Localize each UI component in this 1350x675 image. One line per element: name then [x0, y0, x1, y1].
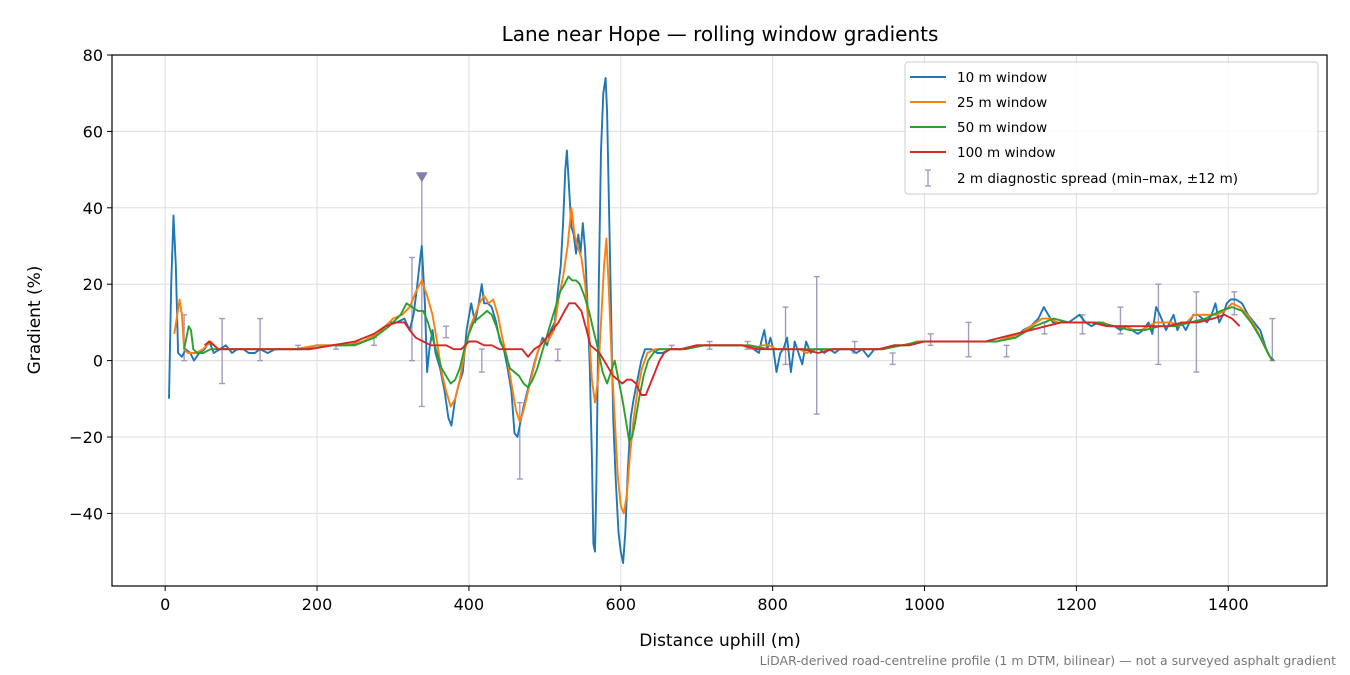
x-tick-label: 200: [302, 595, 333, 614]
series-line-3: [183, 275, 1274, 442]
y-tick-label: 80: [83, 46, 103, 65]
error-bar: [443, 325, 450, 339]
error-bar: [1193, 291, 1200, 373]
x-tick-label: 400: [454, 595, 485, 614]
error-bar: [965, 321, 972, 358]
y-tick-label: 0: [93, 352, 103, 371]
x-axis-label: Distance uphill (m): [639, 631, 800, 651]
y-tick-label: 20: [83, 275, 103, 294]
error-bar: [516, 401, 523, 480]
x-tick-label: 800: [757, 595, 788, 614]
y-tick-label: 40: [83, 199, 103, 218]
x-tick-label: 1400: [1208, 595, 1249, 614]
axis-ticks: 0 200 400 600 800 1000 1200 1400 −40 −20 0 20 40 60 80: [69, 46, 1248, 614]
legend: 10 m window 25 m window 50 m window 100 …: [904, 61, 1319, 195]
error-bar: [782, 306, 789, 366]
series-lines: [168, 76, 1275, 565]
clip-marker: [415, 172, 428, 183]
error-bar: [813, 275, 820, 415]
legend-label-10m: 10 m window: [957, 70, 1047, 86]
footnote: LiDAR-derived road-centreline profile (1…: [760, 653, 1336, 668]
y-tick-label: −20: [69, 428, 103, 447]
x-tick-label: 1000: [904, 595, 945, 614]
legend-label-100m: 100 m window: [957, 145, 1056, 161]
y-axis-label: Gradient (%): [25, 266, 45, 375]
error-bar: [554, 348, 561, 362]
y-tick-label: 60: [83, 122, 103, 141]
error-bar: [1231, 291, 1238, 316]
error-bar: [257, 317, 264, 362]
error-bar: [1003, 344, 1010, 358]
x-tick-label: 0: [160, 595, 170, 614]
error-bar: [408, 256, 415, 362]
error-bar: [1155, 283, 1162, 366]
legend-label-errorbar: 2 m diagnostic spread (min–max, ±12 m): [957, 171, 1238, 187]
chart-title: Lane near Hope — rolling window gradient…: [502, 22, 939, 46]
error-bar: [478, 348, 485, 373]
error-bar: [219, 317, 226, 385]
x-tick-label: 600: [606, 595, 637, 614]
series-line-4: [203, 302, 1241, 396]
error-bar: [889, 352, 896, 366]
legend-box: [904, 61, 1319, 195]
clip-markers: [415, 172, 428, 183]
x-tick-label: 1200: [1056, 595, 1097, 614]
legend-label-25m: 25 m window: [957, 95, 1047, 111]
legend-swatch-errorbar: [925, 169, 931, 187]
plot-frame: [111, 54, 1328, 587]
error-bar: [927, 333, 934, 347]
error-bar: [418, 177, 425, 408]
error-bars: [181, 177, 1276, 480]
y-tick-label: −40: [69, 504, 103, 523]
error-bar: [1269, 317, 1276, 362]
legend-label-50m: 50 m window: [957, 120, 1047, 136]
